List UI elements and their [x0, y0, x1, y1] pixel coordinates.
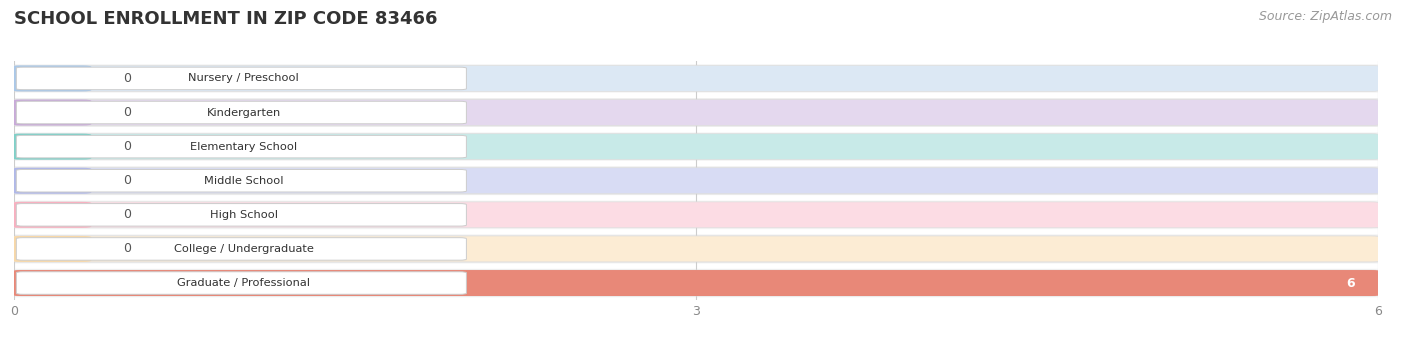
Text: Elementary School: Elementary School [190, 142, 297, 152]
Text: Source: ZipAtlas.com: Source: ZipAtlas.com [1258, 10, 1392, 23]
FancyBboxPatch shape [11, 270, 1381, 296]
FancyBboxPatch shape [11, 134, 1381, 160]
FancyBboxPatch shape [17, 238, 467, 260]
Text: 6: 6 [1347, 277, 1355, 290]
Text: Middle School: Middle School [204, 176, 284, 186]
FancyBboxPatch shape [14, 98, 1378, 127]
FancyBboxPatch shape [14, 201, 1378, 229]
FancyBboxPatch shape [11, 236, 1381, 262]
Text: College / Undergraduate: College / Undergraduate [174, 244, 314, 254]
FancyBboxPatch shape [11, 65, 1381, 91]
FancyBboxPatch shape [11, 168, 1381, 194]
FancyBboxPatch shape [11, 270, 1381, 296]
Text: 0: 0 [124, 174, 131, 187]
FancyBboxPatch shape [17, 204, 467, 226]
FancyBboxPatch shape [14, 166, 1378, 195]
Text: Graduate / Professional: Graduate / Professional [177, 278, 311, 288]
FancyBboxPatch shape [14, 64, 1378, 93]
FancyBboxPatch shape [11, 168, 91, 194]
FancyBboxPatch shape [14, 235, 1378, 263]
Text: Nursery / Preschool: Nursery / Preschool [188, 73, 299, 84]
Text: 0: 0 [124, 208, 131, 221]
FancyBboxPatch shape [11, 202, 1381, 228]
FancyBboxPatch shape [17, 101, 467, 124]
Text: 0: 0 [124, 242, 131, 255]
FancyBboxPatch shape [11, 134, 91, 160]
FancyBboxPatch shape [17, 272, 467, 294]
Text: 0: 0 [124, 140, 131, 153]
FancyBboxPatch shape [11, 100, 91, 125]
Text: SCHOOL ENROLLMENT IN ZIP CODE 83466: SCHOOL ENROLLMENT IN ZIP CODE 83466 [14, 10, 437, 28]
FancyBboxPatch shape [17, 169, 467, 192]
FancyBboxPatch shape [17, 135, 467, 158]
FancyBboxPatch shape [14, 132, 1378, 161]
Text: 0: 0 [124, 106, 131, 119]
FancyBboxPatch shape [11, 236, 91, 262]
FancyBboxPatch shape [11, 65, 91, 91]
Text: 0: 0 [124, 72, 131, 85]
FancyBboxPatch shape [11, 100, 1381, 125]
FancyBboxPatch shape [14, 269, 1378, 297]
Text: High School: High School [209, 210, 277, 220]
FancyBboxPatch shape [11, 202, 91, 228]
Text: Kindergarten: Kindergarten [207, 107, 281, 118]
FancyBboxPatch shape [17, 67, 467, 90]
